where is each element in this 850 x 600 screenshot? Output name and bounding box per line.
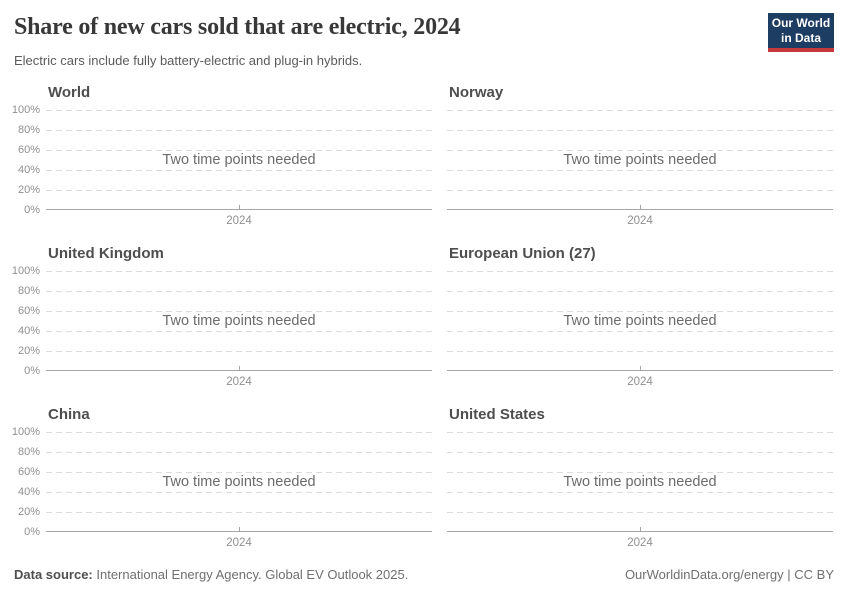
plot-area: Two time points needed 2024 100% 80% 60% 40… xyxy=(12,426,432,549)
panel-title: Norway xyxy=(449,84,504,101)
gridline-40 xyxy=(46,492,432,493)
gridline-100 xyxy=(447,110,833,111)
panel-message: Two time points needed xyxy=(162,474,316,490)
plot-area: Two time points needed 2024 xyxy=(447,432,833,549)
y-tick-label: 0% xyxy=(24,365,40,377)
y-tick-label: 20% xyxy=(17,184,40,196)
gridline-60 xyxy=(447,472,833,473)
y-tick-label: 100% xyxy=(11,426,40,438)
y-tick-label: 0% xyxy=(24,204,40,216)
data-source-text: International Energy Agency. Global EV O… xyxy=(92,567,409,582)
gridline-20 xyxy=(447,351,833,352)
x-tick-label: 2024 xyxy=(627,376,653,388)
chart-panel: Norway Two time points needed 2024 xyxy=(447,84,833,235)
charts-grid: World Two time points needed 2024 100% 80… xyxy=(12,84,833,557)
gridline-60 xyxy=(46,150,432,151)
gridline-80 xyxy=(46,291,432,292)
gridline-80 xyxy=(447,291,833,292)
plot-area: Two time points needed 2024 100% 80% 60% 40… xyxy=(12,265,432,388)
owid-url-license[interactable]: OurWorldinData.org/energy | CC BY xyxy=(624,567,834,582)
x-axis-tick xyxy=(640,205,641,210)
x-axis-tick xyxy=(640,366,641,371)
gridline-100 xyxy=(46,110,432,111)
gridline-20 xyxy=(46,190,432,191)
panel-message: Two time points needed xyxy=(162,313,316,329)
gridline-40 xyxy=(447,170,833,171)
y-tick-label: 60% xyxy=(17,144,40,156)
gridline-80 xyxy=(46,130,432,131)
x-tick-label: 2024 xyxy=(627,215,653,227)
gridline-40 xyxy=(46,331,432,332)
gridline-80 xyxy=(447,130,833,131)
x-axis-tick xyxy=(239,527,240,532)
chart-panel: United States Two time points needed 202… xyxy=(447,406,833,557)
y-tick-label: 60% xyxy=(17,466,40,478)
chart-panel: World Two time points needed 2024 100% 80… xyxy=(12,84,432,235)
gridline-40 xyxy=(46,170,432,171)
panel-message: Two time points needed xyxy=(563,152,717,168)
owid-logo-line1: Our World xyxy=(771,16,831,30)
gridline-60 xyxy=(46,311,432,312)
chart-panel: China Two time points needed 2024 100% 80… xyxy=(12,406,432,557)
gridline-80 xyxy=(46,452,432,453)
gridline-40 xyxy=(447,492,833,493)
panel-message: Two time points needed xyxy=(563,474,717,490)
chart-footer: Data source: International Energy Agency… xyxy=(14,567,834,582)
owid-logo[interactable]: Our World in Data xyxy=(768,13,834,52)
gridline-40 xyxy=(447,331,833,332)
chart-panel: European Union (27) Two time points need… xyxy=(447,245,833,396)
plot-area: Two time points needed 2024 xyxy=(447,110,833,227)
gridline-20 xyxy=(447,190,833,191)
gridline-100 xyxy=(46,271,432,272)
gridline-20 xyxy=(46,351,432,352)
x-axis-tick xyxy=(239,205,240,210)
panel-message: Two time points needed xyxy=(563,313,717,329)
chart-panel: United Kingdom Two time points needed 20… xyxy=(12,245,432,396)
y-tick-label: 20% xyxy=(17,345,40,357)
plot-area: Two time points needed 2024 100% 80% 60% 40… xyxy=(12,104,432,227)
y-tick-label: 80% xyxy=(17,124,40,136)
x-tick-label: 2024 xyxy=(226,376,252,388)
y-tick-label: 0% xyxy=(24,526,40,538)
gridline-100 xyxy=(46,432,432,433)
y-tick-label: 40% xyxy=(17,486,40,498)
y-tick-label: 20% xyxy=(17,506,40,518)
y-tick-label: 60% xyxy=(17,305,40,317)
gridline-60 xyxy=(447,311,833,312)
panel-title: China xyxy=(48,406,90,423)
x-tick-label: 2024 xyxy=(627,537,653,549)
gridline-20 xyxy=(447,512,833,513)
panel-title: World xyxy=(48,84,91,101)
gridline-80 xyxy=(447,452,833,453)
panel-title: United States xyxy=(449,406,545,423)
y-tick-label: 40% xyxy=(17,325,40,337)
gridline-100 xyxy=(447,432,833,433)
x-axis-tick xyxy=(239,366,240,371)
gridline-60 xyxy=(447,150,833,151)
data-source-label: Data source: xyxy=(14,567,93,582)
panel-title: United Kingdom xyxy=(48,245,164,262)
y-tick-label: 100% xyxy=(11,265,40,277)
plot-area: Two time points needed 2024 xyxy=(447,271,833,388)
x-axis-tick xyxy=(640,527,641,532)
x-tick-label: 2024 xyxy=(226,537,252,549)
y-tick-label: 80% xyxy=(17,285,40,297)
chart-title: Share of new cars sold that are electric… xyxy=(14,14,461,40)
panel-title: European Union (27) xyxy=(449,245,596,262)
panel-message: Two time points needed xyxy=(162,152,316,168)
chart-subtitle: Electric cars include fully battery-elec… xyxy=(14,53,363,68)
gridline-20 xyxy=(46,512,432,513)
y-tick-label: 80% xyxy=(17,446,40,458)
owid-logo-line2: in Data xyxy=(780,31,821,45)
x-tick-label: 2024 xyxy=(226,215,252,227)
gridline-60 xyxy=(46,472,432,473)
gridline-100 xyxy=(447,271,833,272)
y-tick-label: 40% xyxy=(17,164,40,176)
data-source: Data source: International Energy Agency… xyxy=(14,567,408,582)
y-tick-label: 100% xyxy=(11,104,40,116)
